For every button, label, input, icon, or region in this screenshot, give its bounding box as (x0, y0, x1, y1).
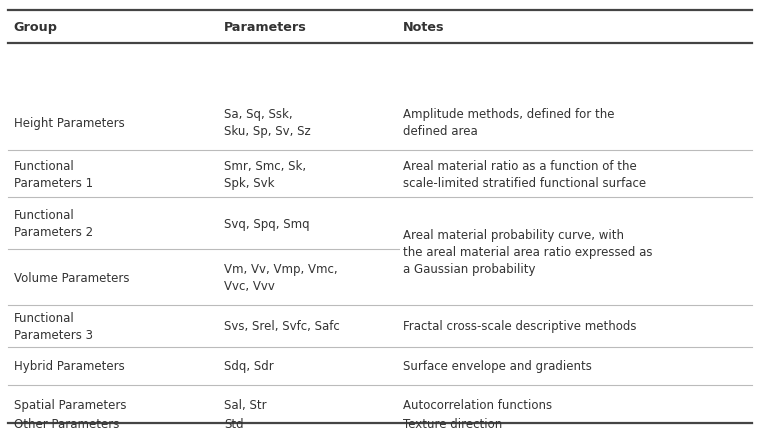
Text: Std: Std (224, 417, 244, 430)
Text: Texture direction: Texture direction (403, 417, 502, 430)
Text: Surface envelope and gradients: Surface envelope and gradients (403, 359, 592, 372)
Text: Svs, Srel, Svfc, Safc: Svs, Srel, Svfc, Safc (224, 320, 340, 333)
Text: Group: Group (14, 21, 58, 33)
Text: Autocorrelation functions: Autocorrelation functions (403, 398, 552, 411)
Text: Hybrid Parameters: Hybrid Parameters (14, 359, 125, 372)
Text: Functional
Parameters 3: Functional Parameters 3 (14, 311, 93, 341)
Text: Areal material probability curve, with
the areal material area ratio expressed a: Areal material probability curve, with t… (403, 228, 652, 275)
Text: Parameters: Parameters (224, 21, 307, 33)
Text: Other Parameters: Other Parameters (14, 417, 119, 430)
Text: Amplitude methods, defined for the
defined area: Amplitude methods, defined for the defin… (403, 108, 614, 138)
Text: Smr, Smc, Sk,
Spk, Svk: Smr, Smc, Sk, Spk, Svk (224, 159, 306, 189)
Text: Volume Parameters: Volume Parameters (14, 271, 129, 284)
Text: Functional
Parameters 1: Functional Parameters 1 (14, 159, 93, 189)
Text: Sal, Str: Sal, Str (224, 398, 267, 411)
Text: Svq, Spq, Smq: Svq, Spq, Smq (224, 217, 310, 230)
Text: Fractal cross-scale descriptive methods: Fractal cross-scale descriptive methods (403, 320, 636, 333)
Text: Sdq, Sdr: Sdq, Sdr (224, 359, 274, 372)
Text: Functional
Parameters 2: Functional Parameters 2 (14, 209, 93, 239)
Text: Height Parameters: Height Parameters (14, 117, 125, 130)
Text: Vm, Vv, Vmp, Vmc,
Vvc, Vvv: Vm, Vv, Vmp, Vmc, Vvc, Vvv (224, 263, 338, 293)
Text: Sa, Sq, Ssk,
Sku, Sp, Sv, Sz: Sa, Sq, Ssk, Sku, Sp, Sv, Sz (224, 108, 311, 138)
Text: Notes: Notes (403, 21, 445, 33)
Text: Spatial Parameters: Spatial Parameters (14, 398, 126, 411)
Text: Areal material ratio as a function of the
scale-limited stratified functional su: Areal material ratio as a function of th… (403, 159, 646, 189)
